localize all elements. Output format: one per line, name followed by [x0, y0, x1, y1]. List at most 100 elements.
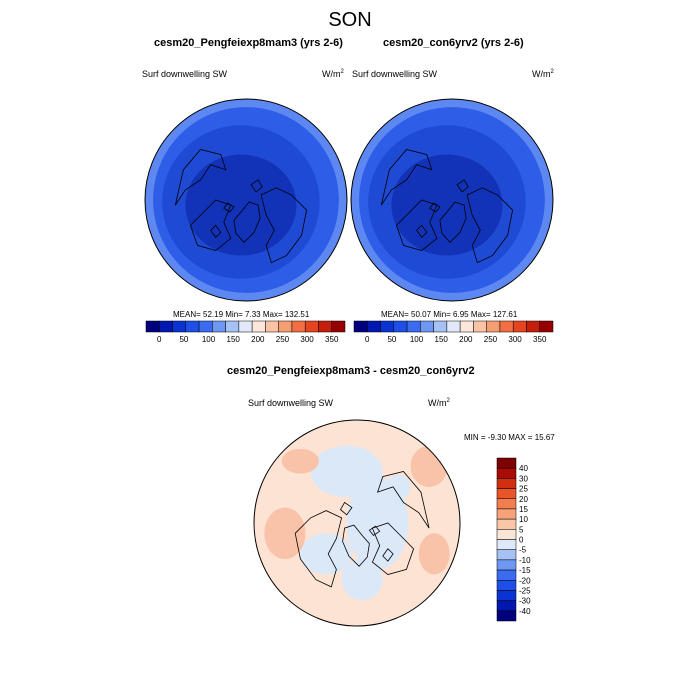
right-panel-variable: Surf downwelling SW [352, 69, 438, 79]
colorbar-box [459, 320, 474, 333]
map-field-inner [391, 154, 503, 256]
colorbar-tick-label: 25 [519, 485, 528, 494]
colorbar-tick-label: 350 [325, 335, 339, 344]
diff-panel-stats: MIN = -9.30 MAX = 15.67 [464, 433, 555, 442]
colorbar-box [496, 508, 517, 520]
colorbar-box [291, 320, 306, 333]
coastline [416, 224, 428, 239]
colorbar-tick-label: 200 [459, 335, 473, 344]
left-panel-units: W/m2 [322, 69, 344, 79]
colorbar-box [496, 467, 517, 479]
coastline [439, 201, 467, 243]
coastline [210, 224, 222, 239]
colorbar-tick-label: 5 [519, 525, 524, 534]
colorbar-box [225, 320, 240, 333]
coastline [233, 201, 261, 243]
diff-field-positive [264, 507, 306, 560]
coastline [189, 199, 232, 251]
colorbar-box [496, 529, 517, 540]
colorbar-box [496, 457, 517, 469]
colorbar-box [496, 518, 517, 530]
colorbar-box [185, 320, 200, 333]
colorbar-box [198, 320, 213, 333]
colorbar-box [496, 539, 517, 550]
right-map-border [350, 98, 554, 302]
diff-panel-units: W/m2 [428, 398, 450, 408]
colorbar-tick-label: -25 [519, 586, 531, 595]
colorbar-tick-label: 30 [519, 474, 528, 483]
figure-title: SON [328, 9, 372, 31]
diff-field-negative [346, 476, 409, 570]
colorbar-box [172, 320, 187, 333]
right-map [350, 98, 554, 302]
diff-field-positive [418, 533, 450, 575]
coastline [395, 199, 438, 251]
colorbar-tick-label: 150 [435, 335, 449, 344]
colorbar-box [433, 320, 448, 333]
colorbar-tick-label: 100 [202, 335, 216, 344]
colorbar-box [238, 320, 253, 333]
diff-field-positive [281, 448, 319, 474]
colorbar-tick-label: -40 [519, 607, 531, 616]
colorbar-box [486, 320, 501, 333]
colorbar-box [496, 549, 517, 561]
colorbar-tick-label: 0 [519, 536, 524, 545]
left-colorbar: 0 50 100 150 200 250 300 350 [145, 320, 346, 344]
colorbar-box [539, 320, 554, 333]
diff-field-negative [385, 474, 411, 500]
colorbar-box [353, 320, 368, 333]
colorbar-tick-label: 200 [251, 335, 265, 344]
right-panel-units: W/m2 [532, 69, 554, 79]
colorbar-tick-label: 100 [410, 335, 424, 344]
colorbar-tick-label: 50 [179, 335, 188, 344]
coastline [376, 471, 430, 529]
colorbar-tick-label: 20 [519, 495, 528, 504]
coastline [223, 202, 235, 213]
colorbar-box [446, 320, 461, 333]
diff-field-positive [410, 445, 448, 487]
colorbar-tick-label: -30 [519, 597, 531, 606]
map-field-inner [185, 154, 297, 256]
colorbar-box [251, 320, 266, 333]
colorbar-tick-label: 300 [508, 335, 522, 344]
left-map [144, 98, 348, 302]
left-map-border [144, 98, 348, 302]
left-panel-variable: Surf downwelling SW [142, 69, 228, 79]
colorbar-tick-label: -5 [519, 546, 527, 555]
colorbar-tick-label: 0 [365, 335, 370, 344]
colorbar-box [512, 320, 527, 333]
coastline [429, 202, 441, 213]
colorbar-box [496, 478, 517, 489]
colorbar-box [331, 320, 346, 333]
left-panel-title: cesm20_Pengfeiexp8mam3 (yrs 2-6) [154, 37, 343, 49]
coastline [456, 179, 469, 193]
colorbar-tick-label: -15 [519, 566, 531, 575]
colorbar-box [212, 320, 226, 333]
colorbar-tick-label: 0 [157, 335, 162, 344]
colorbar-box [499, 320, 514, 333]
colorbar-box [496, 610, 517, 622]
colorbar-box [278, 320, 293, 333]
coastline [260, 187, 308, 264]
colorbar-tick-label: 10 [519, 515, 528, 524]
coastline [382, 548, 394, 562]
colorbar-tick-label: 250 [276, 335, 290, 344]
right-panel-title: cesm20_con6yrv2 (yrs 2-6) [383, 37, 524, 49]
left-panel-stats: MEAN= 52.19 Min= 7.33 Max= 132.51 [173, 310, 310, 319]
colorbar-box [420, 320, 434, 333]
colorbar-box [145, 320, 160, 333]
coastline [174, 149, 227, 206]
diff-field-negative [341, 559, 383, 601]
colorbar-box [496, 488, 517, 499]
colorbar-tick-label: 350 [533, 335, 547, 344]
coastline [339, 501, 353, 516]
colorbar-box [159, 320, 173, 333]
colorbar-tick-label: 40 [519, 464, 528, 473]
coastline [368, 525, 381, 536]
colorbar-tick-label: 50 [387, 335, 396, 344]
colorbar-box [496, 590, 517, 601]
diff-map-border [253, 419, 461, 627]
coastline [342, 524, 370, 567]
